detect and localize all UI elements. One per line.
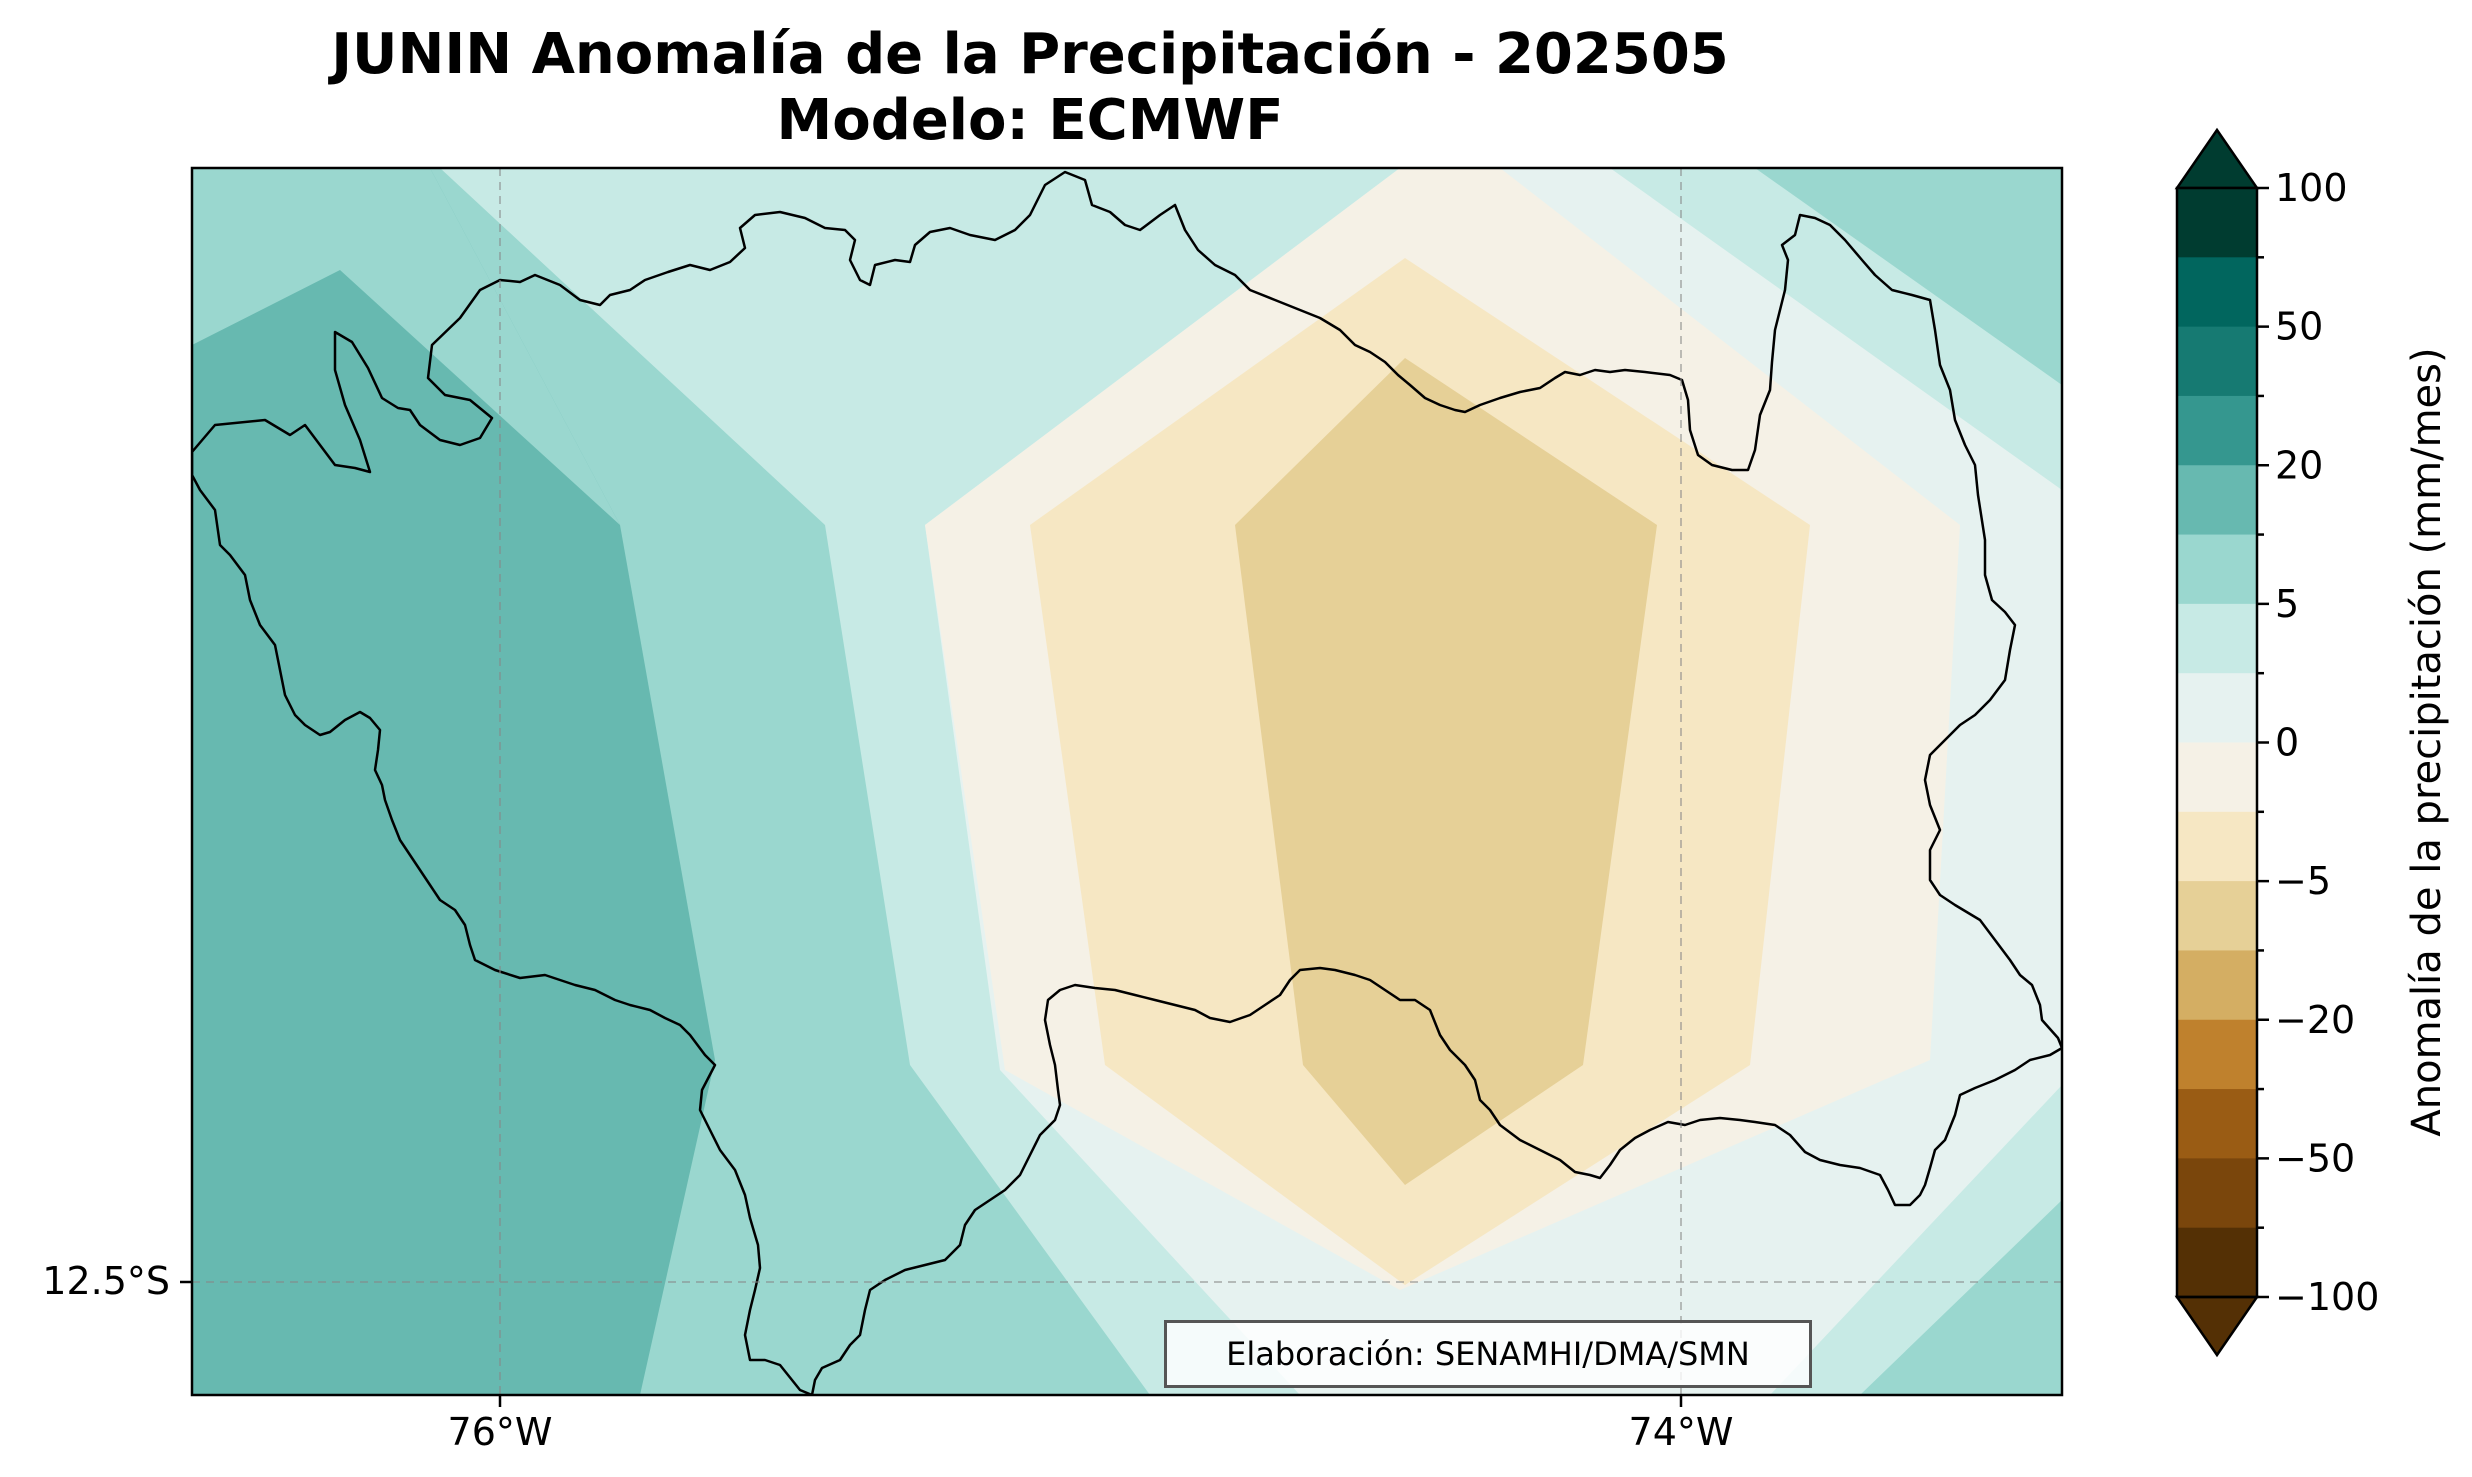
colorbar-bin	[2177, 1019, 2257, 1090]
axis-ticks	[180, 1280, 1683, 1407]
colorbar-bin	[2177, 1089, 2257, 1159]
x-tick-76w: 76°W	[448, 1410, 553, 1454]
colorbar-bin	[2177, 257, 2257, 328]
colorbar-bin	[2177, 1158, 2257, 1229]
map-title: JUNIN Anomalía de la Precipitación - 202…	[331, 22, 1729, 87]
colorbar-tick-label: 100	[2275, 166, 2348, 210]
colorbar-bin	[2177, 188, 2257, 258]
colorbar-tick-label: −50	[2275, 1136, 2355, 1180]
colorbar-bin	[2177, 326, 2257, 397]
colorbar-bin	[2177, 881, 2257, 951]
contour-tan	[1235, 358, 1657, 1185]
colorbar-tick-label: −20	[2275, 998, 2355, 1042]
colorbar-bin	[2177, 742, 2257, 813]
colorbar-bin	[2177, 603, 2257, 674]
y-tick-12-5s: 12.5°S	[42, 1259, 170, 1303]
colorbar-label: Anomalía de la precipitación (mm/mes)	[2404, 347, 2450, 1136]
map-frame	[190, 166, 2064, 1397]
map-subtitle: Modelo: ECMWF	[776, 88, 1284, 153]
colorbar-bin	[2177, 395, 2257, 466]
colorbar-tick-label: 20	[2275, 443, 2323, 487]
contour-teal-mid-northeast	[1755, 168, 2062, 385]
colorbar-tick-label: −100	[2275, 1275, 2379, 1319]
colorbar-extend-top	[2174, 127, 2260, 190]
map-gridlines	[192, 168, 2062, 1395]
colorbar-tick-label: −5	[2275, 859, 2331, 903]
colorbar-bin	[2177, 811, 2257, 882]
colorbar-bin	[2177, 673, 2257, 743]
anomaly-contours	[192, 168, 2062, 1395]
x-tick-74w: 74°W	[1629, 1410, 1734, 1454]
colorbar-bin	[2177, 1227, 2257, 1298]
colorbar-tick-label: 0	[2275, 721, 2299, 765]
colorbar-extend-bottom	[2174, 1295, 2260, 1358]
colorbar-tick-label: 5	[2275, 582, 2299, 626]
credit-box: Elaboración: SENAMHI/DMA/SMN	[1164, 1320, 1812, 1388]
contour-teal-mid-southeast	[1875, 1225, 2062, 1395]
colorbar-bin	[2177, 950, 2257, 1021]
colorbar-bin	[2177, 534, 2257, 605]
junin-region-outline	[192, 170, 2062, 1395]
colorbar-tick-label: 50	[2275, 305, 2323, 349]
colorbar-bin	[2177, 465, 2257, 536]
colorbar-bins	[2177, 188, 2257, 1298]
contour-teal-mid-northwest	[192, 168, 620, 525]
